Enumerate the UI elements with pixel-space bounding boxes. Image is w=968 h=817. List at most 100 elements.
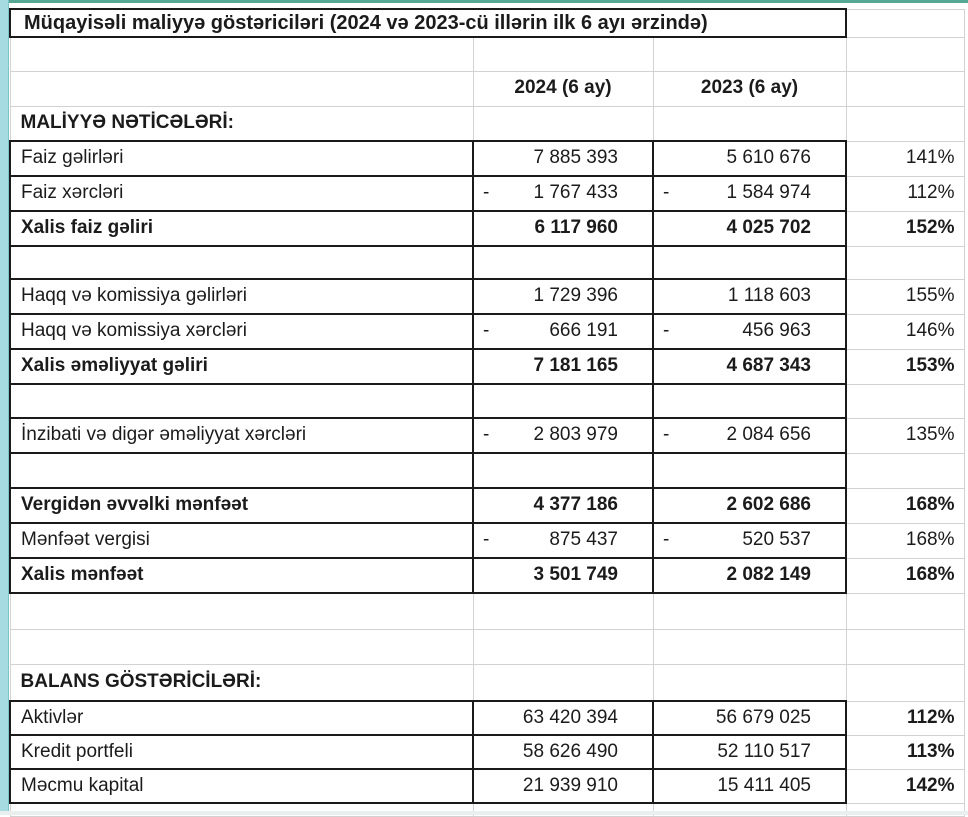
amount: 2 803 979 xyxy=(533,424,618,446)
table-row: Aktivlər 63 420 394 56 679 025 112% xyxy=(9,700,965,736)
pct-change-value: 141% xyxy=(845,140,965,177)
spacer-cell xyxy=(652,663,847,702)
row-label: Mənfəət vergisi xyxy=(9,522,474,559)
row-label: İnzibati və digər əməliyyat xərcləri xyxy=(9,417,474,454)
empty-cell xyxy=(472,592,654,630)
table-row: Faiz gəlirləri 7 885 393 5 610 676 141% xyxy=(9,140,965,177)
value-2023: 1 118 603 xyxy=(652,278,847,315)
table-row: Məcmu kapital 21 939 910 15 411 405 142% xyxy=(9,768,965,804)
pct-change-value: 112% xyxy=(845,175,965,212)
value-2023: - 456 963 xyxy=(652,313,847,350)
amount: 1 584 974 xyxy=(726,182,811,204)
value-2024: - 2 803 979 xyxy=(472,417,654,454)
column-header-2023: 2023 (6 ay) xyxy=(652,70,847,107)
empty-cell xyxy=(9,383,474,419)
spacer-cell xyxy=(845,70,965,107)
financial-table: Müqayisəli maliyyə göstəriciləri (2024 v… xyxy=(9,8,965,817)
minus-sign: - xyxy=(483,529,490,551)
empty-cell xyxy=(845,628,965,665)
pct-change-value: 146% xyxy=(845,313,965,350)
minus-sign: - xyxy=(663,424,670,446)
row-label: Aktivlər xyxy=(9,700,474,736)
value-2023: 15 411 405 xyxy=(652,768,847,804)
empty-cell xyxy=(472,36,654,72)
spacer-cell xyxy=(845,105,965,142)
table-row: Xalis faiz gəliri 6 117 960 4 025 702 152% xyxy=(9,210,965,247)
title-row: Müqayisəli maliyyə göstəriciləri (2024 v… xyxy=(9,8,965,38)
empty-cell xyxy=(9,36,474,72)
empty-cell xyxy=(472,245,654,280)
empty-cell xyxy=(9,592,474,630)
column-header-row: 2024 (6 ay) 2023 (6 ay) xyxy=(9,70,965,107)
table-row: Vergidən əvvəlki mənfəət 4 377 186 2 602 6… xyxy=(9,487,965,524)
column-header-2024: 2024 (6 ay) xyxy=(472,70,654,107)
spacer-cell xyxy=(9,70,474,107)
empty-row xyxy=(9,592,965,630)
value-2024: 3 501 749 xyxy=(472,557,654,594)
value-2024: 58 626 490 xyxy=(472,734,654,770)
minus-sign: - xyxy=(663,320,670,342)
window-bottom-edge xyxy=(0,811,968,815)
empty-cell xyxy=(652,36,847,72)
minus-sign: - xyxy=(483,182,490,204)
empty-cell xyxy=(845,592,965,630)
row-label: Xalis mənfəət xyxy=(9,557,474,594)
empty-cell xyxy=(9,245,474,280)
empty-row xyxy=(9,452,965,489)
row-label: Faiz gəlirləri xyxy=(9,140,474,177)
empty-cell xyxy=(845,245,965,280)
pct-change-value: 112% xyxy=(845,700,965,736)
section-header-row: MALİYYƏ NƏTİCƏLƏRİ: xyxy=(9,105,965,142)
empty-cell xyxy=(652,592,847,630)
report-title: Müqayisəli maliyyə göstəriciləri (2024 v… xyxy=(9,8,847,38)
empty-row xyxy=(9,628,965,665)
value-2024: - 666 191 xyxy=(472,313,654,350)
section-title: BALANS GÖSTƏRİCİLƏRİ: xyxy=(9,663,474,702)
spacer-cell xyxy=(845,663,965,702)
window-left-edge xyxy=(0,0,9,815)
value-2024: 6 117 960 xyxy=(472,210,654,247)
row-label: Xalis əməliyyat gəliri xyxy=(9,348,474,385)
row-label: Faiz xərcləri xyxy=(9,175,474,212)
empty-cell xyxy=(845,383,965,419)
section-header-row: BALANS GÖSTƏRİCİLƏRİ: xyxy=(9,663,965,702)
empty-row xyxy=(9,383,965,419)
minus-sign: - xyxy=(483,424,490,446)
value-2024: 1 729 396 xyxy=(472,278,654,315)
value-2023: 5 610 676 xyxy=(652,140,847,177)
table-row: Mənfəət vergisi -875 437-520 537 168% xyxy=(9,522,965,559)
value-2023: 2 602 686 xyxy=(652,487,847,524)
value-2024: 63 420 394 xyxy=(472,700,654,736)
empty-cell xyxy=(9,628,474,665)
value-2023: 4 687 343 xyxy=(652,348,847,385)
section-title: MALİYYƏ NƏTİCƏLƏRİ: xyxy=(9,105,474,142)
pct-change-value: 152% xyxy=(845,210,965,247)
pct-change-value: 135% xyxy=(845,417,965,454)
pct-change-value: 155% xyxy=(845,278,965,315)
empty-cell xyxy=(472,628,654,665)
amount: 875 437 xyxy=(549,529,618,551)
value-2024: 4 377 186 xyxy=(472,487,654,524)
empty-cell xyxy=(472,383,654,419)
amount: 666 191 xyxy=(549,320,618,342)
pct-change-value: 153% xyxy=(845,348,965,385)
empty-row xyxy=(9,245,965,280)
pct-change-value: 142% xyxy=(845,768,965,804)
empty-row xyxy=(9,36,965,72)
value-2023: - 520 537 xyxy=(652,522,847,559)
minus-sign: - xyxy=(663,529,670,551)
value-2023: - 1 584 974 xyxy=(652,175,847,212)
row-label: Haqq və komissiya gəlirləri xyxy=(9,278,474,315)
row-label: Vergidən əvvəlki mənfəət xyxy=(9,487,474,524)
spacer-cell xyxy=(845,8,965,38)
window-top-edge xyxy=(0,0,968,3)
spacer-cell xyxy=(472,663,654,702)
row-label: Kredit portfeli xyxy=(9,734,474,770)
value-2023: - 2 084 656 xyxy=(652,417,847,454)
spacer-cell xyxy=(472,105,654,142)
table-row: Kredit portfeli 58 626 490 52 110 517 113% xyxy=(9,734,965,770)
value-2023: 2 082 149 xyxy=(652,557,847,594)
spacer-cell xyxy=(652,105,847,142)
pct-change-value: 168% xyxy=(845,487,965,524)
value-2024: - 1 767 433 xyxy=(472,175,654,212)
